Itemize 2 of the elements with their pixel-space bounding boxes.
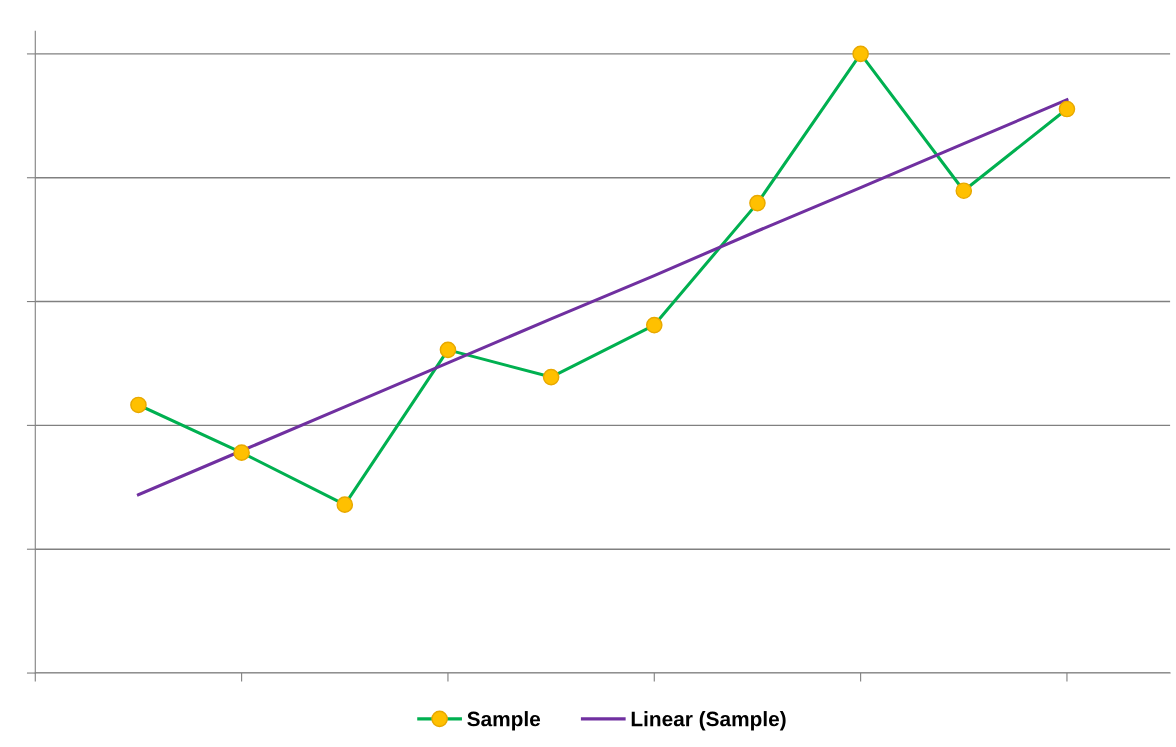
legend-label: Sample [467,711,541,731]
legend-label: Linear (Sample) [631,711,786,731]
